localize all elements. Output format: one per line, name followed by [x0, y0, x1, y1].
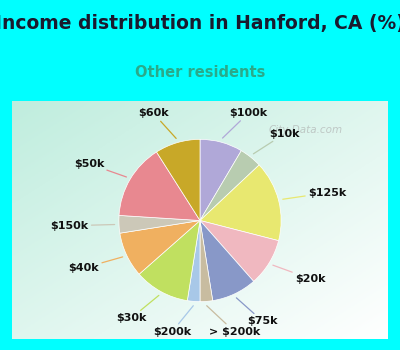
Wedge shape — [200, 139, 241, 220]
Text: $40k: $40k — [68, 257, 123, 273]
Wedge shape — [200, 220, 278, 281]
Text: $75k: $75k — [236, 298, 278, 326]
Wedge shape — [187, 220, 200, 302]
Text: $60k: $60k — [138, 108, 176, 139]
Text: $125k: $125k — [283, 188, 346, 199]
Text: $100k: $100k — [222, 108, 268, 138]
Wedge shape — [119, 215, 200, 233]
Text: City-Data.com: City-Data.com — [268, 125, 342, 135]
Text: $150k: $150k — [50, 221, 115, 231]
Wedge shape — [156, 139, 200, 220]
Text: $30k: $30k — [116, 295, 159, 323]
Text: $20k: $20k — [273, 265, 326, 284]
Text: $10k: $10k — [254, 128, 300, 154]
Wedge shape — [119, 152, 200, 220]
Wedge shape — [200, 150, 259, 220]
Wedge shape — [139, 220, 200, 301]
Text: $50k: $50k — [74, 159, 126, 177]
Text: Other residents: Other residents — [135, 65, 265, 80]
Text: Income distribution in Hanford, CA (%): Income distribution in Hanford, CA (%) — [0, 14, 400, 33]
Text: > $200k: > $200k — [207, 306, 260, 337]
Wedge shape — [200, 220, 254, 301]
Text: $200k: $200k — [153, 306, 193, 337]
Wedge shape — [120, 220, 200, 274]
Wedge shape — [200, 220, 213, 302]
Wedge shape — [200, 165, 281, 241]
